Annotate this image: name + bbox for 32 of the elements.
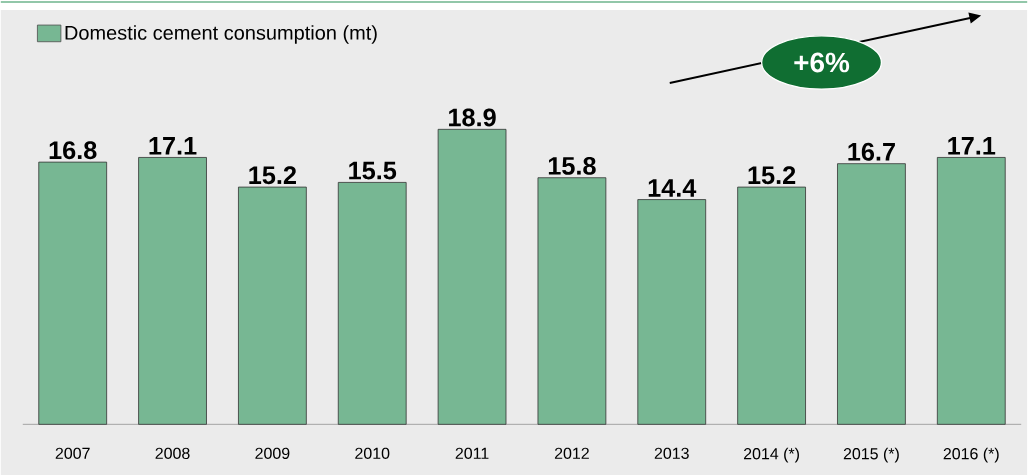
x-tick-label: 2015 (*)	[843, 447, 899, 463]
data-label: 15.5	[349, 161, 397, 180]
x-tick-label: 2008	[155, 447, 190, 459]
data-label: 18.9	[449, 108, 496, 127]
data-label: 14.4	[648, 179, 697, 197]
data-label: 17.1	[948, 136, 996, 155]
text: +6%	[794, 52, 850, 73]
bar	[238, 186, 307, 425]
bar	[737, 186, 806, 425]
x-tick-label: 2007	[55, 447, 90, 459]
x-tick-label: 2009	[255, 447, 290, 459]
x-tick-label: 2016 (*)	[943, 447, 999, 463]
bar	[138, 156, 207, 425]
bar	[637, 199, 707, 425]
data-label: 17.1	[149, 136, 197, 155]
x-tick-label: 2013	[654, 447, 689, 459]
bar	[38, 161, 108, 425]
bar	[437, 128, 507, 425]
data-label: 15.2	[249, 166, 296, 185]
x-tick-label: 2010	[355, 447, 390, 459]
bar	[936, 156, 1006, 425]
data-label: 15.8	[548, 156, 596, 175]
text: Domestic cement consumption (mt)	[65, 25, 377, 44]
bar	[837, 163, 906, 425]
x-tick-label: 2014 (*)	[743, 447, 799, 463]
data-label: 16.7	[848, 142, 895, 161]
x-tick-label: 2012	[554, 447, 589, 459]
data-label: 15.2	[748, 166, 796, 185]
x-tick-label: 2011	[455, 447, 489, 459]
bar	[337, 181, 407, 425]
data-label: 16.8	[49, 141, 97, 160]
bar	[537, 177, 607, 425]
